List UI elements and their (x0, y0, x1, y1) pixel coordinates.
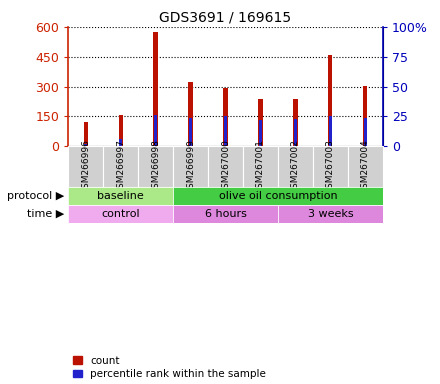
Text: time ▶: time ▶ (26, 209, 64, 219)
Bar (84, 122, 88, 146)
Bar (329, 116, 332, 146)
Legend: count, percentile rank within the sample: count, percentile rank within the sample (73, 356, 266, 379)
Text: baseline: baseline (97, 191, 144, 201)
Bar (138, 146, 173, 187)
Bar (173, 205, 278, 223)
Bar (294, 119, 297, 146)
Bar (173, 146, 208, 187)
Bar (119, 139, 122, 146)
Bar (84, 144, 87, 146)
Text: GSM267001: GSM267001 (256, 139, 265, 194)
Bar (364, 118, 367, 146)
Text: GSM267003: GSM267003 (326, 139, 335, 194)
Bar (188, 82, 193, 146)
Text: GSM266996: GSM266996 (81, 139, 90, 194)
Bar (118, 116, 123, 146)
Bar (363, 86, 367, 146)
Bar (68, 205, 173, 223)
Title: GDS3691 / 169615: GDS3691 / 169615 (159, 10, 292, 24)
Text: olive oil consumption: olive oil consumption (219, 191, 337, 201)
Bar (278, 146, 313, 187)
Text: GSM266999: GSM266999 (186, 139, 195, 194)
Bar (224, 116, 227, 146)
Text: GSM267000: GSM267000 (221, 139, 230, 194)
Text: 6 hours: 6 hours (205, 209, 246, 219)
Bar (68, 146, 103, 187)
Text: 3 weeks: 3 weeks (308, 209, 353, 219)
Bar (258, 99, 263, 146)
Text: GSM266998: GSM266998 (151, 139, 160, 194)
Text: control: control (101, 209, 140, 219)
Bar (208, 146, 243, 187)
Bar (313, 146, 348, 187)
Text: protocol ▶: protocol ▶ (7, 191, 64, 201)
Bar (278, 205, 383, 223)
Text: GSM266997: GSM266997 (116, 139, 125, 194)
Text: GSM267002: GSM267002 (291, 139, 300, 194)
Bar (154, 32, 158, 146)
Bar (173, 187, 383, 205)
Bar (189, 118, 192, 146)
Bar (348, 146, 383, 187)
Bar (68, 187, 173, 205)
Bar (103, 146, 138, 187)
Bar (259, 121, 262, 146)
Bar (154, 115, 157, 146)
Bar (224, 88, 227, 146)
Bar (243, 146, 278, 187)
Text: GSM267004: GSM267004 (361, 139, 370, 194)
Bar (293, 99, 297, 146)
Bar (328, 55, 333, 146)
